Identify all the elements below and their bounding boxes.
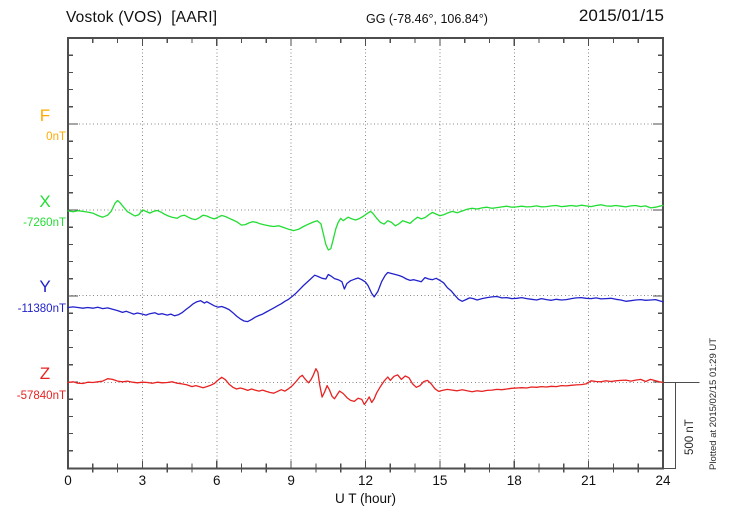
channel-letter-x: X	[39, 191, 51, 211]
x-tick-label-21: 21	[581, 473, 597, 488]
station-title: Vostok (VOS) [AARI]	[66, 9, 218, 26]
x-tick-label-9: 9	[287, 473, 295, 488]
x-tick-label-12: 12	[357, 473, 374, 488]
trace-x	[67, 199, 664, 251]
trace-z	[67, 368, 664, 406]
channel-letter-z: Z	[39, 364, 51, 383]
x-axis-label: U T (hour)	[334, 491, 397, 506]
trace-y	[67, 271, 664, 323]
x-tick-label-6: 6	[212, 473, 221, 488]
x-tick-label-18: 18	[506, 473, 522, 488]
channel-baseline-value-f: 0nT	[46, 131, 66, 143]
x-tick-label-15: 15	[432, 473, 448, 488]
channel-letter-f: F	[39, 105, 51, 125]
plotted-at-note: Plotted at 2015/02/15 01:29 UT	[708, 337, 719, 470]
geographic-coords: GG (-78.46°, 106.84°)	[366, 12, 488, 26]
x-tick-label-24: 24	[655, 473, 671, 488]
x-tick-label-0: 0	[64, 473, 72, 488]
channel-baseline-value-x: -7260nT	[23, 217, 66, 229]
plot-date: 2015/01/15	[578, 6, 664, 25]
scale-bar-label: 500 nT	[684, 419, 696, 455]
channel-baseline-value-z: -57840nT	[16, 389, 66, 402]
channel-baseline-value-y: -11380nT	[17, 302, 66, 315]
channel-letter-y: Y	[39, 277, 51, 296]
x-tick-label-3: 3	[138, 473, 147, 488]
